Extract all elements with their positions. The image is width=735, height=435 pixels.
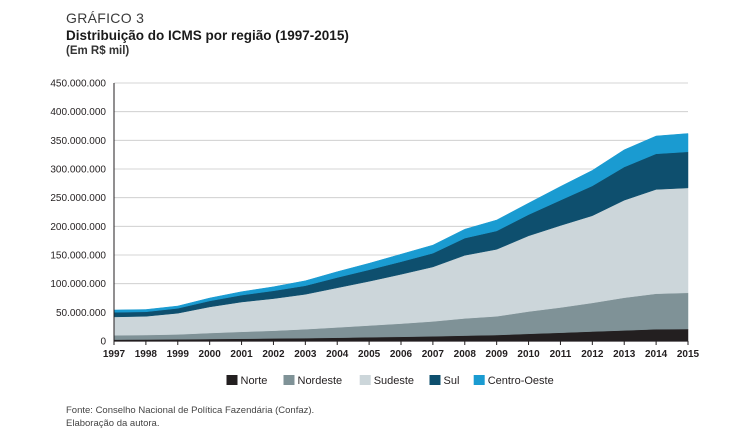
legend-label: Sudeste	[374, 375, 414, 387]
y-tick-label: 150.000.000	[50, 251, 106, 262]
x-tick-label: 2007	[422, 349, 445, 360]
y-tick-label: 400.000.000	[50, 107, 106, 118]
x-tick-label: 2009	[486, 349, 509, 360]
x-tick-label: 2000	[199, 349, 222, 360]
x-tick-label: 2001	[230, 349, 253, 360]
source-line: Fonte: Conselho Nacional de Política Faz…	[66, 405, 315, 416]
y-tick-label: 0	[100, 337, 106, 348]
x-tick-label: 1998	[135, 349, 158, 360]
x-tick-label: 2003	[294, 349, 317, 360]
x-tick-label: 2014	[645, 349, 668, 360]
x-tick-label: 1997	[103, 349, 126, 360]
x-tick-label: 2006	[390, 349, 413, 360]
area-series	[113, 133, 689, 342]
y-tick-label: 450.000.000	[50, 79, 106, 90]
chart-kicker: GRÁFICO 3	[66, 10, 145, 26]
x-tick-label: 2004	[326, 349, 349, 360]
legend-label: Centro-Oeste	[488, 375, 554, 387]
x-tick-label: 2010	[517, 349, 540, 360]
legend-swatch	[226, 375, 238, 385]
y-tick-label: 100.000.000	[50, 279, 106, 290]
legend-swatch	[283, 375, 295, 385]
x-tick-label: 2002	[262, 349, 285, 360]
y-tick-label: 350.000.000	[50, 136, 106, 147]
x-tick-label: 2005	[358, 349, 381, 360]
x-tick-label: 2011	[550, 349, 572, 360]
y-tick-label: 200.000.000	[50, 222, 106, 233]
x-tick-label: 1999	[167, 349, 190, 360]
y-axis-tick-labels: 0 50.000.000 100.000.000 150.000.000 200.000…	[50, 79, 106, 348]
legend-label: Norte	[241, 375, 268, 387]
legend-swatch	[429, 375, 441, 385]
source-note: Fonte: Conselho Nacional de Política Faz…	[66, 404, 314, 430]
y-tick-label: 300.000.000	[50, 165, 106, 176]
authorship-line: Elaboração da autora.	[66, 418, 160, 429]
y-tick-label: 250.000.000	[50, 193, 106, 204]
area-centro-oeste	[113, 133, 689, 313]
x-tick-label: 2008	[454, 349, 477, 360]
x-axis-tick-labels: 1997 1998 1999 2000 2001 2002 2003 2004 2005 2006…	[103, 349, 700, 360]
x-tick-label: 2012	[581, 349, 604, 360]
legend-label: Sul	[444, 375, 460, 387]
chart-unit: (Em R$ mil)	[66, 45, 130, 57]
x-tick-label: 2015	[677, 349, 700, 360]
y-tick-label: 50.000.000	[56, 308, 106, 319]
axes	[113, 83, 689, 345]
legend-label: Nordeste	[298, 375, 343, 387]
stacked-area-chart: 0 50.000.000 100.000.000 150.000.000 200.000…	[50, 79, 700, 388]
legend: Norte Nordeste Sudeste Sul Centro-Oeste	[226, 375, 554, 387]
chart-header: GRÁFICO 3 Distribuição do ICMS por regiã…	[66, 10, 349, 57]
legend-swatch	[473, 375, 485, 385]
chart-title: Distribuição do ICMS por região (1997-20…	[66, 28, 349, 43]
x-tick-label: 2013	[613, 349, 636, 360]
legend-swatch	[359, 375, 371, 385]
